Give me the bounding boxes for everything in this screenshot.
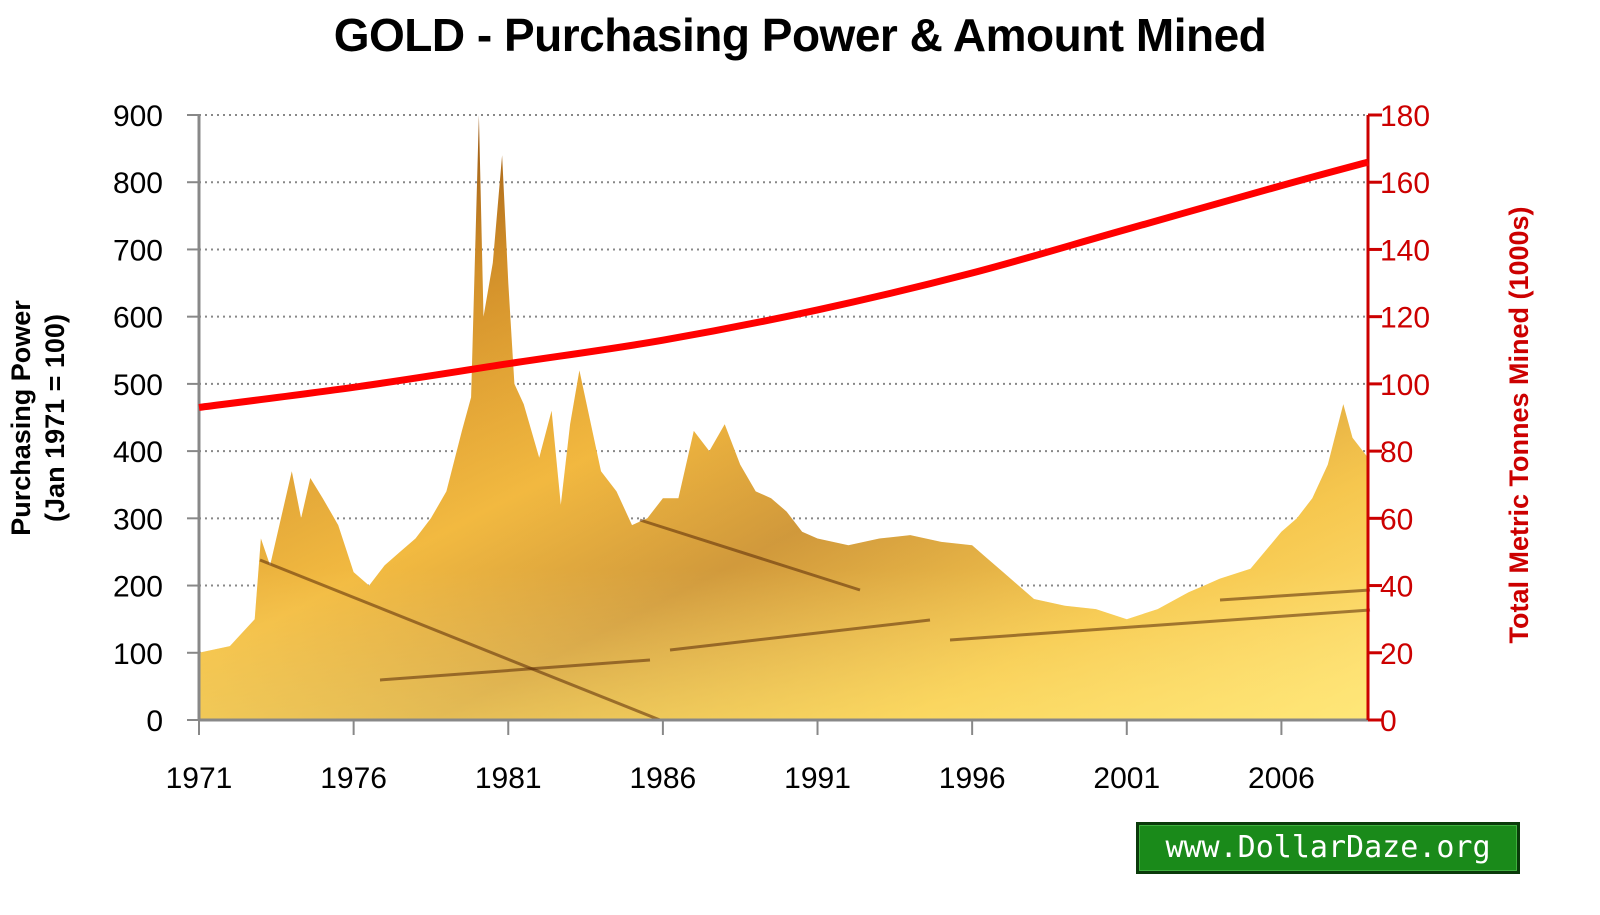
right-tick-label: 180 <box>1380 100 1430 133</box>
right-tick-label: 60 <box>1380 503 1413 536</box>
x-tick-label: 1976 <box>320 762 387 795</box>
tonnes-mined-line <box>198 158 1369 411</box>
purchasing-power-area <box>199 115 1371 722</box>
left-tick-label: 0 <box>146 705 163 738</box>
gold-area-highlight <box>199 115 1368 720</box>
x-tick-label: 1971 <box>166 762 233 795</box>
x-tick-label: 2006 <box>1248 762 1315 795</box>
gold-bar-edge <box>1219 588 1371 602</box>
left-tick-label: 600 <box>113 302 163 335</box>
right-tick-label: 40 <box>1380 571 1413 604</box>
right-tick-label: 160 <box>1380 167 1430 200</box>
right-tick-label: 20 <box>1380 638 1413 671</box>
right-tick-label: 0 <box>1380 705 1397 738</box>
right-tick-label: 140 <box>1380 234 1430 267</box>
right-tick-label: 80 <box>1380 436 1413 469</box>
left-tick-label: 300 <box>113 503 163 536</box>
right-tick-label: 120 <box>1380 302 1430 335</box>
left-axis-label-line1: Purchasing Power <box>6 300 36 536</box>
x-tick-label: 1991 <box>784 762 851 795</box>
chart-title: GOLD - Purchasing Power & Amount Mined <box>333 9 1267 61</box>
tick-labels: 0 100 200 300 400 500 600 700 800 900 0 20 40 60 80 100… <box>113 100 1430 795</box>
tonnes-mined-path <box>198 158 1369 411</box>
right-axis-label: Total Metric Tonnes Mined (1000s) <box>1504 206 1534 643</box>
gold-bar-edge <box>379 658 651 682</box>
gold-bar-edge <box>259 558 661 722</box>
x-tick-label: 1986 <box>630 762 697 795</box>
gold-bar-edge <box>639 518 861 592</box>
left-tick-label: 700 <box>113 234 163 267</box>
x-tick-label: 1981 <box>475 762 542 795</box>
x-tick-label: 1996 <box>939 762 1006 795</box>
left-tick-label: 200 <box>113 571 163 604</box>
gold-bar-edge <box>669 618 931 652</box>
left-tick-label: 900 <box>113 100 163 133</box>
left-tick-label: 400 <box>113 436 163 469</box>
watermark-badge[interactable]: www.DollarDaze.org <box>1136 822 1520 874</box>
axes <box>187 113 1382 735</box>
gold-bar-edge <box>949 608 1371 642</box>
left-tick-label: 800 <box>113 167 163 200</box>
x-tick-label: 2001 <box>1093 762 1160 795</box>
right-tick-label: 100 <box>1380 369 1430 402</box>
left-tick-label: 500 <box>113 369 163 402</box>
left-tick-label: 100 <box>113 638 163 671</box>
left-axis-label-line2: (Jan 1971 = 100) <box>40 314 70 522</box>
